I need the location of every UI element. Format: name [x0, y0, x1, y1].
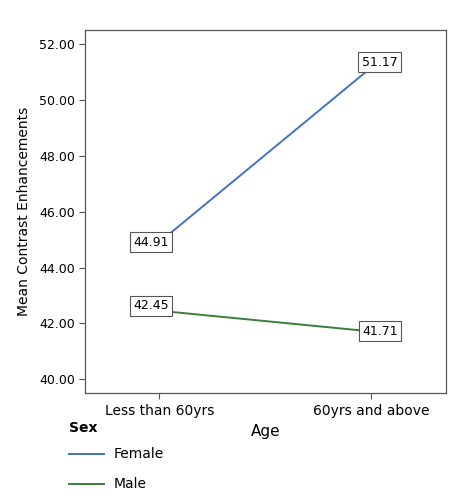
Text: 42.45: 42.45 — [133, 299, 169, 312]
Y-axis label: Mean Contrast Enhancements: Mean Contrast Enhancements — [17, 107, 30, 317]
X-axis label: Age: Age — [251, 424, 280, 439]
Text: 51.17: 51.17 — [362, 56, 398, 69]
Text: Female: Female — [114, 447, 164, 461]
Text: 44.91: 44.91 — [133, 235, 169, 248]
Text: Sex: Sex — [69, 420, 97, 434]
Text: 41.71: 41.71 — [362, 325, 398, 338]
Text: Male: Male — [114, 477, 147, 491]
